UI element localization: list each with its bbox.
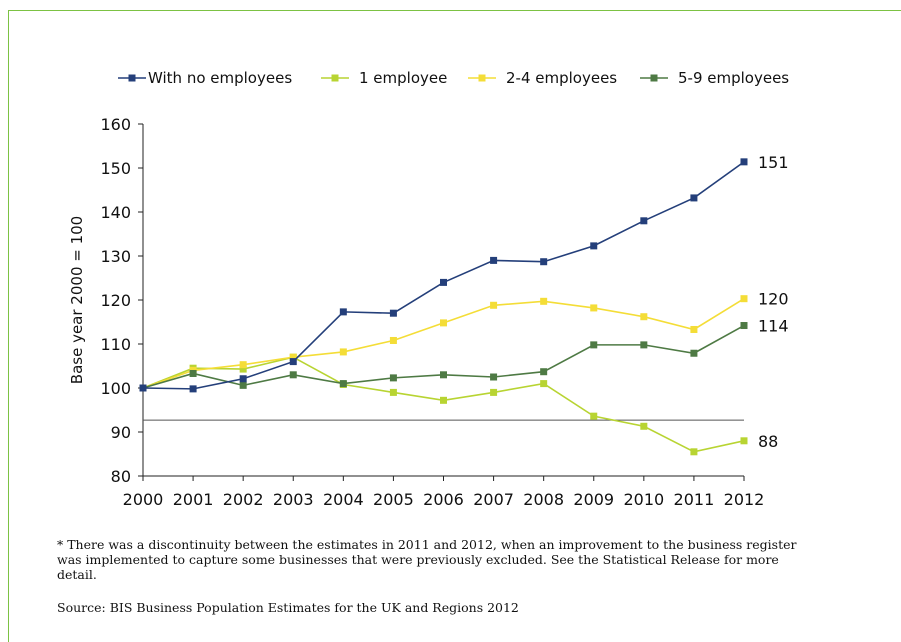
x-tick-label: 2009 (573, 490, 614, 509)
legend: With no employees 1 employee 2-4 employees… (118, 69, 789, 87)
legend-marker (128, 74, 136, 82)
legend-label: 2-4 employees (506, 69, 617, 87)
data-point (640, 341, 648, 349)
x-tick-label: 2012 (724, 490, 765, 509)
data-point (740, 295, 748, 303)
data-point (440, 278, 447, 286)
data-point (690, 448, 698, 456)
data-point (690, 194, 698, 202)
legend-label: 5-9 employees (678, 69, 789, 87)
source-note: Source: BIS Business Population Estimate… (57, 600, 519, 615)
y-tick-label: 110 (100, 335, 131, 354)
end-labels: 151 88 120 114 (758, 153, 789, 451)
x-tick-label: 2001 (173, 490, 214, 509)
x-axis: 2000 2001 2002 2003 2004 2005 2006 2007 2008 2009… (123, 475, 765, 509)
data-point (590, 242, 598, 250)
data-point (690, 325, 698, 333)
data-point (740, 322, 748, 330)
data-point (590, 304, 598, 312)
x-tick-label: 2003 (273, 490, 314, 509)
data-point (690, 349, 698, 357)
data-point (590, 412, 598, 420)
data-point (490, 388, 498, 396)
data-point (640, 313, 648, 321)
legend-item-1: 1 employee (321, 69, 447, 87)
end-label: 120 (758, 290, 789, 309)
x-tick-label: 2006 (423, 490, 464, 509)
data-point (440, 371, 447, 379)
data-point (540, 368, 548, 376)
data-point (239, 361, 247, 369)
x-tick-label: 2005 (373, 490, 414, 509)
y-tick-label: 90 (111, 423, 131, 442)
end-label: 88 (758, 432, 778, 451)
y-tick-label: 140 (100, 203, 131, 222)
legend-label: With no employees (148, 69, 292, 87)
data-point (239, 365, 247, 373)
series-line (142, 324, 745, 389)
y-tick-label: 130 (100, 247, 131, 266)
series-0 (139, 158, 748, 393)
y-tick-label: 100 (100, 379, 131, 398)
data-point (389, 388, 397, 396)
x-tick-label: 2011 (674, 490, 715, 509)
data-point (389, 374, 397, 382)
end-label: 114 (758, 317, 789, 336)
legend-item-2: 2-4 employees (468, 69, 617, 87)
data-point (339, 348, 347, 356)
data-point (339, 380, 347, 388)
legend-item-3: 5-9 employees (640, 69, 789, 87)
data-point (440, 319, 447, 327)
data-point (339, 308, 347, 316)
data-point (389, 336, 397, 344)
x-tick-label: 2007 (473, 490, 514, 509)
legend-label: 1 employee (359, 69, 447, 87)
data-point (490, 373, 498, 381)
data-point (289, 353, 297, 361)
data-point (239, 381, 247, 389)
y-tick-label: 120 (100, 291, 131, 310)
x-tick-label: 2000 (123, 490, 164, 509)
series-1 (139, 353, 748, 456)
y-axis: 80 90 100 110 120 130 140 150 160 (100, 115, 144, 486)
data-point (540, 297, 548, 305)
data-point (540, 258, 548, 266)
data-point (490, 301, 498, 309)
data-point (189, 369, 197, 377)
legend-marker (478, 74, 486, 82)
x-tick-label: 2002 (223, 490, 264, 509)
x-tick-label: 2010 (623, 490, 664, 509)
data-point (289, 358, 297, 366)
y-tick-label: 160 (100, 115, 131, 134)
legend-item-0: With no employees (118, 69, 292, 87)
data-point (740, 158, 748, 166)
data-point (740, 437, 748, 445)
series-3 (139, 322, 748, 392)
data-point (640, 422, 648, 430)
legend-marker (650, 74, 658, 82)
end-label: 151 (758, 153, 789, 172)
legend-marker (331, 74, 339, 82)
data-point (440, 396, 447, 404)
data-point (540, 380, 548, 388)
data-point (389, 309, 397, 317)
chart-frame (8, 10, 901, 642)
data-point (490, 256, 498, 264)
data-point (239, 375, 247, 383)
data-point (640, 217, 648, 225)
y-tick-label: 80 (111, 467, 131, 486)
data-point (189, 385, 197, 393)
series-layer (139, 158, 748, 456)
footnote: * There was a discontinuity between the … (57, 537, 797, 582)
x-tick-label: 2004 (323, 490, 364, 509)
series-line (142, 161, 745, 390)
y-axis-label: Base year 2000 = 100 (68, 216, 86, 384)
x-tick-label: 2008 (523, 490, 564, 509)
y-tick-label: 150 (100, 159, 131, 178)
data-point (139, 384, 147, 392)
data-point (590, 341, 598, 349)
data-point (289, 371, 297, 379)
